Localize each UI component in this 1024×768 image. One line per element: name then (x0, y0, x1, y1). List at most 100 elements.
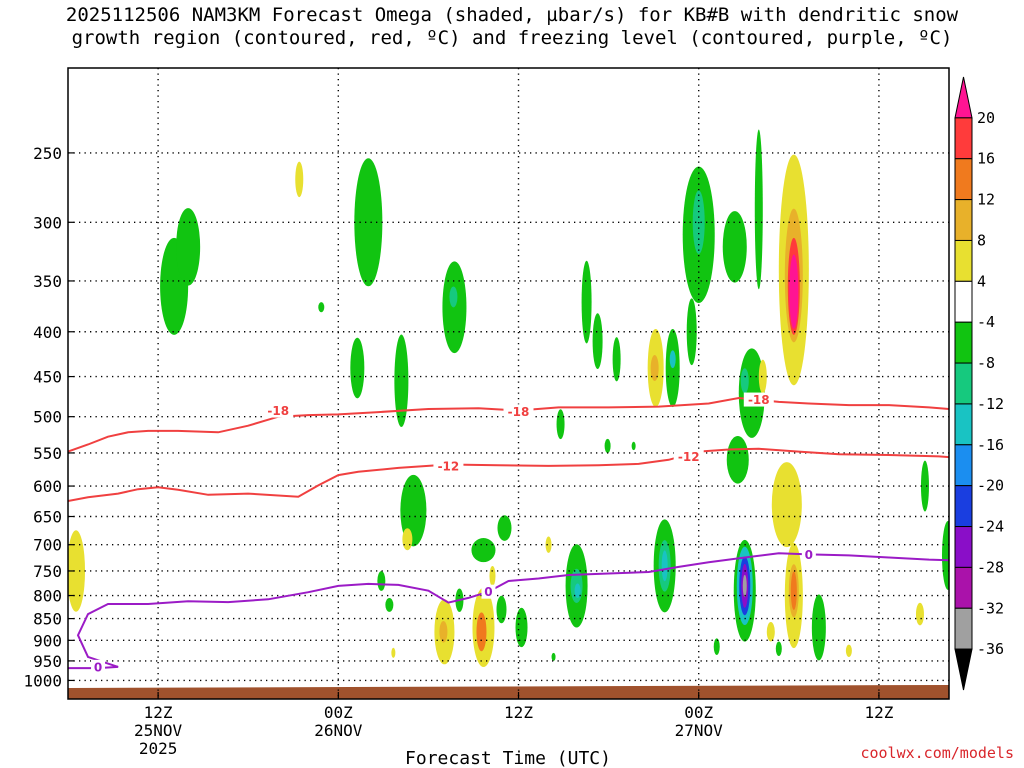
omega-cell (176, 208, 201, 286)
omega-cell (811, 594, 826, 661)
omega-cell (669, 350, 676, 369)
omega-shading-layer (68, 129, 949, 667)
chart-title-line1: 2025112506 NAM3KM Forecast Omega (shaded… (65, 4, 959, 26)
contour-label: -18 (267, 404, 289, 418)
colorbar-bottom-arrow (954, 648, 973, 691)
omega-cell (650, 355, 659, 382)
colorbar-bin (954, 321, 973, 364)
omega-cell (476, 612, 487, 652)
contour-label-bg (503, 404, 534, 419)
omega-cell (604, 438, 611, 454)
colorbar-tick-label: -36 (977, 640, 1004, 658)
omega-cell (318, 302, 325, 313)
colorbar-bin (954, 158, 973, 201)
omega-cell (915, 602, 924, 626)
omega-cell (496, 595, 507, 624)
colorbar-tick-label: -20 (977, 477, 1004, 495)
contour-label-bg (263, 403, 294, 418)
contour-label-bg (673, 449, 704, 464)
y-tick-label: 500 (33, 408, 62, 427)
omega-cell (771, 462, 802, 548)
omega-cell (497, 515, 512, 541)
terrain-fill (68, 684, 949, 699)
x-tick-label: 00Z (684, 703, 713, 722)
contour-label: 0 (805, 548, 813, 562)
colorbar-tick-label: 20 (977, 109, 995, 127)
omega-cell (722, 211, 747, 283)
contour-label-bg (433, 458, 464, 473)
contour-layer: -18 -18 -18 -12 -12 0 0 0 (68, 392, 949, 674)
contour-label: -18 (748, 393, 770, 407)
colorbar-bin (954, 526, 973, 568)
colorbar-tick-label: 12 (977, 191, 995, 209)
colorbar-bin (954, 362, 973, 405)
omega-cell (391, 647, 396, 658)
omega-cell (354, 158, 383, 287)
colorbar-bin (954, 607, 973, 650)
omega-cell (515, 607, 528, 648)
y-tick-label: 1000 (23, 671, 62, 690)
omega-cell (377, 571, 386, 591)
colorbar-tick-label: -4 (977, 313, 995, 331)
terrain-layer (68, 684, 949, 699)
omega-cell (920, 460, 929, 512)
colorbar-tick-label: -28 (977, 558, 1004, 576)
y-tick-label: 750 (33, 562, 62, 581)
omega-cell (941, 520, 949, 590)
omega-cell (439, 620, 448, 643)
contour-label-bg (91, 659, 106, 674)
y-tick-label: 300 (33, 213, 62, 232)
omega-cell (766, 622, 775, 642)
omega-cell (545, 536, 552, 553)
pressure-axis: 250 300 350 400 450 500 550 600 650 700 750 800 850 9… (23, 144, 74, 690)
grid-layer (68, 68, 949, 699)
colorbar-legend: 20 16 12 8 4 -4 -8 -12 -16 -20 -24 -28 -32 -36 (954, 76, 1004, 691)
colorbar-tick-label: 16 (977, 150, 995, 168)
colorbar-bin (954, 444, 973, 487)
x-axis-label: Forecast Time (UTC) (405, 748, 611, 768)
contour-label: 0 (484, 585, 492, 599)
omega-cell (775, 641, 782, 656)
omega-cell (686, 298, 697, 366)
contour-label: 0 (94, 660, 102, 674)
contour-line (68, 447, 949, 502)
y-tick-label: 800 (33, 587, 62, 606)
colorbar-bin (954, 117, 973, 160)
colorbar-tick-label: 8 (977, 231, 986, 249)
contour-label: -12 (438, 459, 460, 473)
colorbar-bin (954, 485, 973, 528)
omega-cell (551, 652, 556, 661)
omega-cell (68, 530, 86, 612)
omega-cell (442, 261, 467, 354)
omega-cell (742, 574, 747, 597)
omega-cell (790, 571, 797, 611)
omega-cell (612, 337, 621, 382)
chart-title-line2: growth region (contoured, red, ºC) and f… (71, 27, 953, 49)
y-tick-label: 650 (33, 508, 62, 527)
omega-cell (631, 441, 636, 451)
y-tick-label: 950 (33, 652, 62, 671)
omega-cell (489, 565, 496, 587)
colorbar-bin (954, 280, 973, 323)
omega-cell (402, 528, 413, 551)
y-tick-label: 850 (33, 610, 62, 629)
chart-title: 2025112506 NAM3KM Forecast Omega (shaded… (0, 4, 1024, 50)
y-tick-label: 450 (33, 368, 62, 387)
x-tick-label: 2025 (139, 739, 178, 758)
omega-cell (581, 260, 592, 344)
plot-frame (67, 67, 950, 700)
contour-label-bg (743, 392, 774, 407)
omega-cell (385, 597, 394, 612)
x-tick-label: 27NOV (675, 721, 724, 740)
colorbar-bin (954, 403, 973, 446)
colorbar-bin (954, 566, 973, 609)
colorbar-tick-label: -24 (977, 518, 1004, 536)
credit-link[interactable]: coolwx.com/models (860, 744, 1014, 762)
x-tick-label: 25NOV (134, 721, 183, 740)
y-tick-label: 900 (33, 631, 62, 650)
omega-cell (740, 368, 749, 394)
x-tick-label: 12Z (504, 703, 533, 722)
colorbar-bin (954, 199, 973, 241)
